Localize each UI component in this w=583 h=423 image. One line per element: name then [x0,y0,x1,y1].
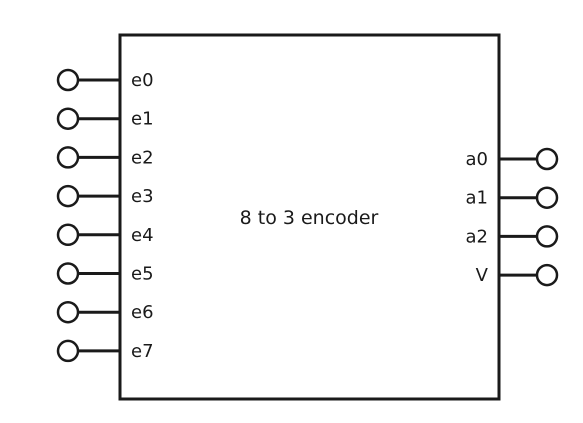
input-pin-e6[interactable]: e6 [56,300,154,324]
pin-label: e0 [131,70,154,91]
input-pin-e2[interactable]: e2 [56,146,154,169]
pin-label: e2 [131,147,154,168]
output-pin-a1[interactable]: a1 [466,186,559,209]
pin-label: a0 [466,149,488,170]
output-pins: a0 a1 a2 V [466,147,559,287]
pin-terminal[interactable] [535,147,559,171]
pin-terminal[interactable] [56,223,80,247]
input-pin-e0[interactable]: e0 [56,68,154,92]
pin-terminal[interactable] [56,107,80,130]
pin-label: e5 [131,264,154,285]
pin-label: e4 [131,225,154,246]
input-pin-e5[interactable]: e5 [56,262,154,285]
pin-label: a1 [466,188,488,209]
pin-label: e3 [131,186,154,207]
input-pin-e7[interactable]: e7 [56,339,154,363]
input-pin-e1[interactable]: e1 [56,107,154,130]
pin-label: e6 [131,302,154,323]
pin-terminal[interactable] [56,68,80,92]
output-pin-a2[interactable]: a2 [466,225,559,248]
encoder-block [118,33,501,401]
input-pin-e3[interactable]: e3 [56,184,154,208]
pin-label: e1 [131,109,154,130]
block-title: 8 to 3 encoder [240,207,379,229]
pin-terminal[interactable] [56,339,80,363]
pin-terminal[interactable] [56,146,80,169]
pin-terminal[interactable] [56,184,80,208]
input-pins: e0 e1 e2 e3 e4 e5 e6 e7 [56,68,154,363]
pin-terminal[interactable] [56,262,80,285]
pin-terminal[interactable] [535,225,559,248]
pin-terminal[interactable] [535,263,559,287]
pin-terminal[interactable] [56,300,80,324]
output-pin-a0[interactable]: a0 [466,147,559,171]
input-pin-e4[interactable]: e4 [56,223,154,247]
pin-terminal[interactable] [535,186,559,209]
pin-label: a2 [466,226,488,247]
output-pin-V[interactable]: V [476,263,559,287]
pin-label: e7 [131,341,154,362]
pin-label: V [476,265,489,286]
